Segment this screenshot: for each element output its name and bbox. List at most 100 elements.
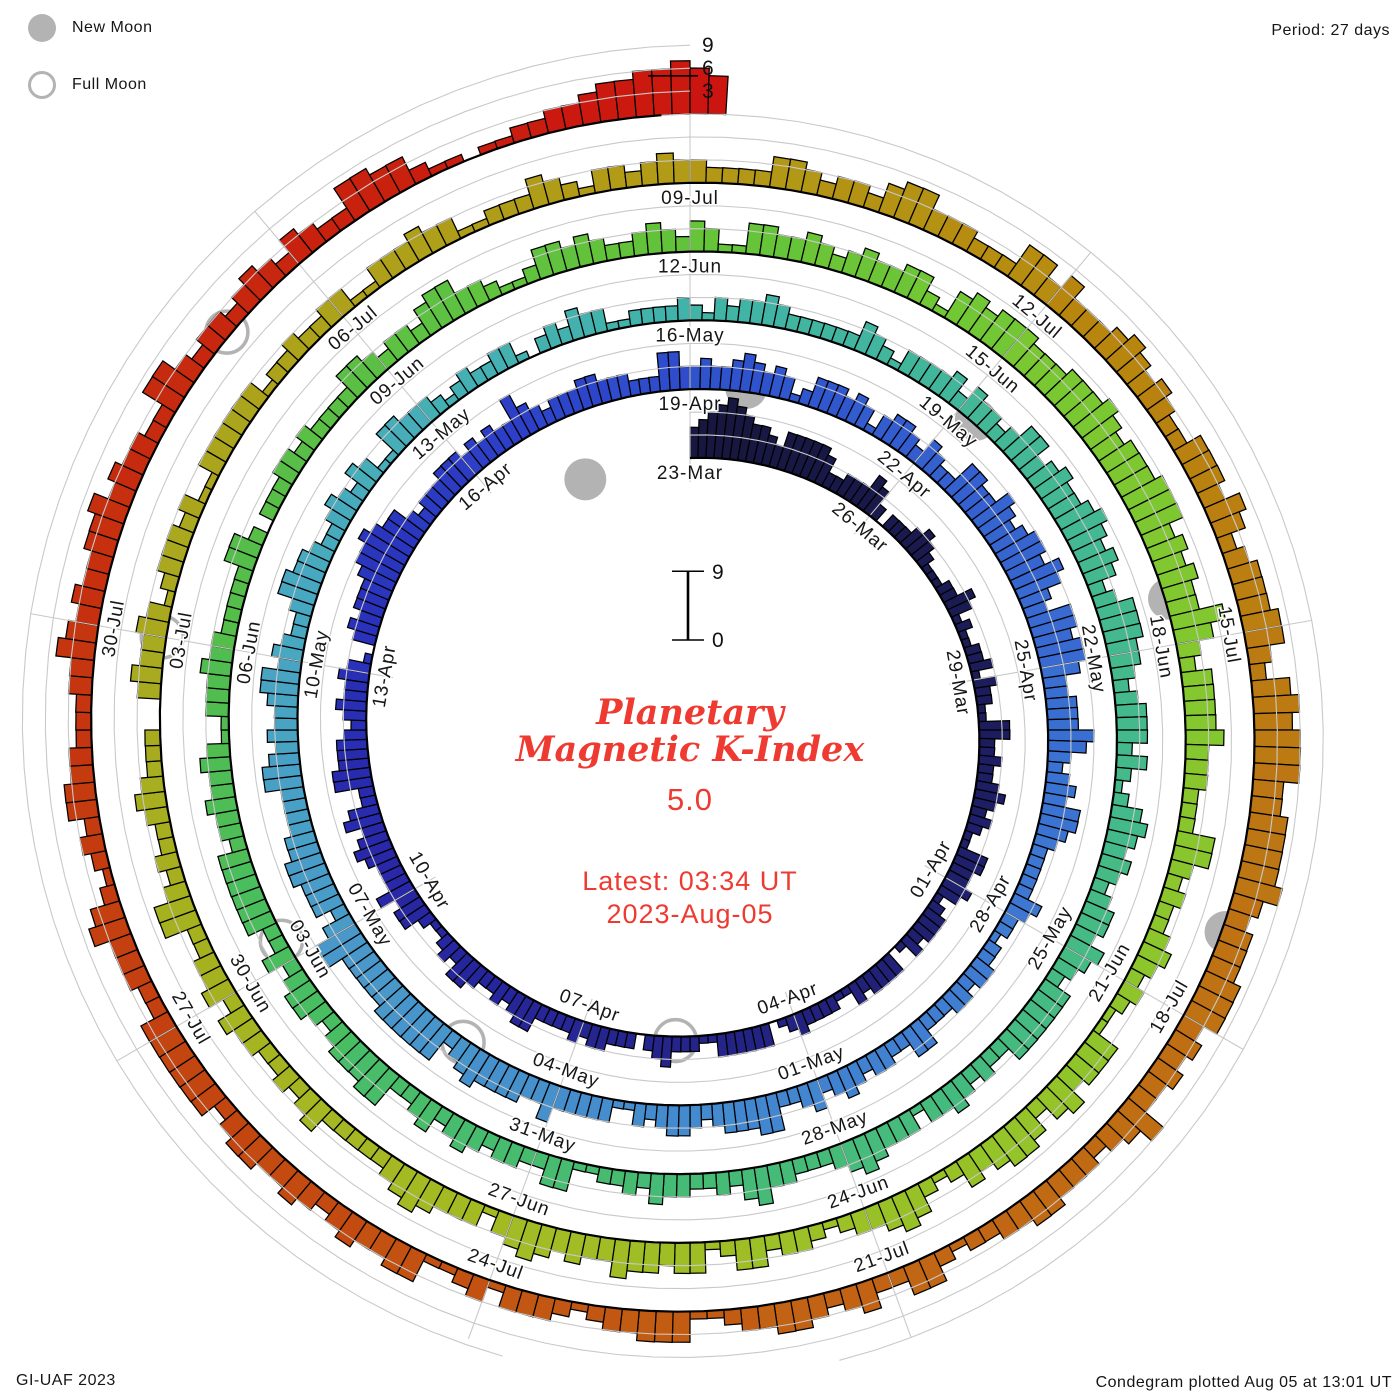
kp-bar bbox=[667, 350, 681, 391]
kp-bar bbox=[1112, 678, 1130, 694]
kp-bar bbox=[68, 746, 94, 767]
grid-spiral-k6 bbox=[44, 67, 1301, 1358]
kp-bar bbox=[144, 744, 163, 763]
kp-bar bbox=[978, 729, 1011, 740]
kp-bar bbox=[144, 729, 162, 747]
kp-bar bbox=[674, 235, 691, 253]
date-label: 12-Jun bbox=[658, 257, 722, 278]
date-label: 30-Jul bbox=[98, 598, 129, 659]
date-label: 16-May bbox=[655, 325, 724, 346]
kp-bar bbox=[711, 1102, 726, 1128]
kp-bar bbox=[205, 742, 231, 759]
center-scale-max-label: 9 bbox=[712, 561, 724, 584]
kp-bar bbox=[1047, 718, 1080, 731]
kp-bar bbox=[662, 1173, 678, 1198]
kp-bar bbox=[721, 167, 740, 185]
legend-row-new-moon: New Moon bbox=[28, 8, 152, 48]
kp-bar bbox=[606, 164, 628, 191]
kp-bar bbox=[75, 693, 93, 714]
grid-radial-line bbox=[949, 619, 1312, 685]
base-spiral-layer bbox=[90, 114, 1256, 1313]
kp-bar bbox=[689, 1035, 701, 1053]
new-moon-label: New Moon bbox=[72, 19, 153, 36]
kp-bar bbox=[342, 729, 368, 741]
kp-bar bbox=[640, 307, 656, 325]
new-moon-marker bbox=[564, 458, 607, 501]
grid-radial-line bbox=[254, 210, 492, 494]
kp-bar bbox=[1116, 729, 1149, 744]
kp-bar bbox=[68, 657, 95, 679]
kp-bar bbox=[978, 737, 996, 749]
grid-radial-line bbox=[924, 864, 1244, 1050]
grid-radial-line bbox=[467, 998, 593, 1340]
kp-bar bbox=[673, 1242, 691, 1275]
legend-row-full-moon: Full Moon bbox=[28, 65, 152, 105]
kp-bar bbox=[676, 296, 691, 322]
kp-bar bbox=[1110, 664, 1137, 682]
full-moon-icon bbox=[28, 71, 56, 99]
period-label: Period: 27 days bbox=[1271, 22, 1390, 39]
kp-bar bbox=[139, 775, 166, 795]
kp-bar bbox=[689, 304, 704, 322]
kp-bar bbox=[1250, 676, 1292, 698]
kp-bar bbox=[335, 738, 369, 752]
kp-bar bbox=[1184, 729, 1225, 747]
kp-bar bbox=[703, 227, 720, 253]
kp-bar bbox=[702, 1172, 718, 1190]
kp-bar bbox=[1248, 662, 1268, 682]
plotted-timestamp-label: Condegram plotted Aug 05 at 13:01 UT bbox=[1095, 1374, 1392, 1391]
kp-bar bbox=[67, 675, 94, 696]
kp-bar bbox=[1183, 758, 1210, 776]
grid-radial-line bbox=[116, 876, 436, 1062]
kp-bar bbox=[689, 365, 702, 390]
kp-bar bbox=[75, 711, 92, 731]
kp-bar bbox=[635, 1171, 652, 1190]
date-label: 19-Apr bbox=[658, 394, 721, 415]
kp-bar bbox=[733, 1237, 754, 1271]
kp-bar bbox=[1115, 741, 1134, 757]
kp-bar bbox=[655, 152, 675, 185]
kp-bar bbox=[199, 756, 232, 774]
date-label: 09-Jul bbox=[661, 188, 719, 209]
kp-bar bbox=[739, 1305, 761, 1332]
kp-bar bbox=[675, 1173, 691, 1198]
grid-spiral-k3 bbox=[67, 90, 1278, 1336]
kp-bar bbox=[700, 1103, 714, 1121]
kp-bar bbox=[727, 1169, 744, 1188]
kp-bar bbox=[671, 1310, 691, 1343]
kp-bar bbox=[1246, 644, 1273, 666]
new-moon-icon bbox=[28, 14, 56, 42]
kp-bar bbox=[677, 1104, 691, 1137]
kp-bar bbox=[670, 1035, 682, 1053]
moon-legend: New Moon Full Moon bbox=[28, 8, 152, 122]
kp-bar bbox=[204, 701, 230, 718]
kp-bar bbox=[689, 1104, 703, 1129]
full-moon-label: Full Moon bbox=[72, 76, 147, 93]
kp-bar bbox=[715, 1032, 729, 1058]
kp-bar bbox=[652, 305, 667, 324]
kp-bar bbox=[1184, 714, 1217, 731]
kp-bar bbox=[1113, 690, 1139, 706]
kp-bar bbox=[619, 1308, 640, 1334]
kp-bar bbox=[79, 832, 107, 857]
kp-bar bbox=[689, 159, 708, 184]
kp-bar bbox=[208, 769, 234, 787]
kp-bar bbox=[660, 228, 677, 254]
kp-bar bbox=[63, 781, 98, 804]
kp-bar bbox=[689, 220, 706, 253]
base-spiral bbox=[90, 114, 1256, 1313]
kp-bar bbox=[978, 720, 1011, 731]
grid-radial-line bbox=[784, 991, 912, 1338]
kp-bar bbox=[715, 1170, 732, 1196]
kp-bar bbox=[145, 760, 164, 779]
kp-bar bbox=[273, 717, 299, 731]
kp-bar bbox=[220, 715, 230, 731]
kp-bar bbox=[69, 764, 95, 785]
kp-bar bbox=[75, 729, 93, 749]
kp-bar bbox=[737, 167, 757, 187]
kp-bar bbox=[136, 681, 162, 700]
kp-bar bbox=[658, 1241, 676, 1267]
